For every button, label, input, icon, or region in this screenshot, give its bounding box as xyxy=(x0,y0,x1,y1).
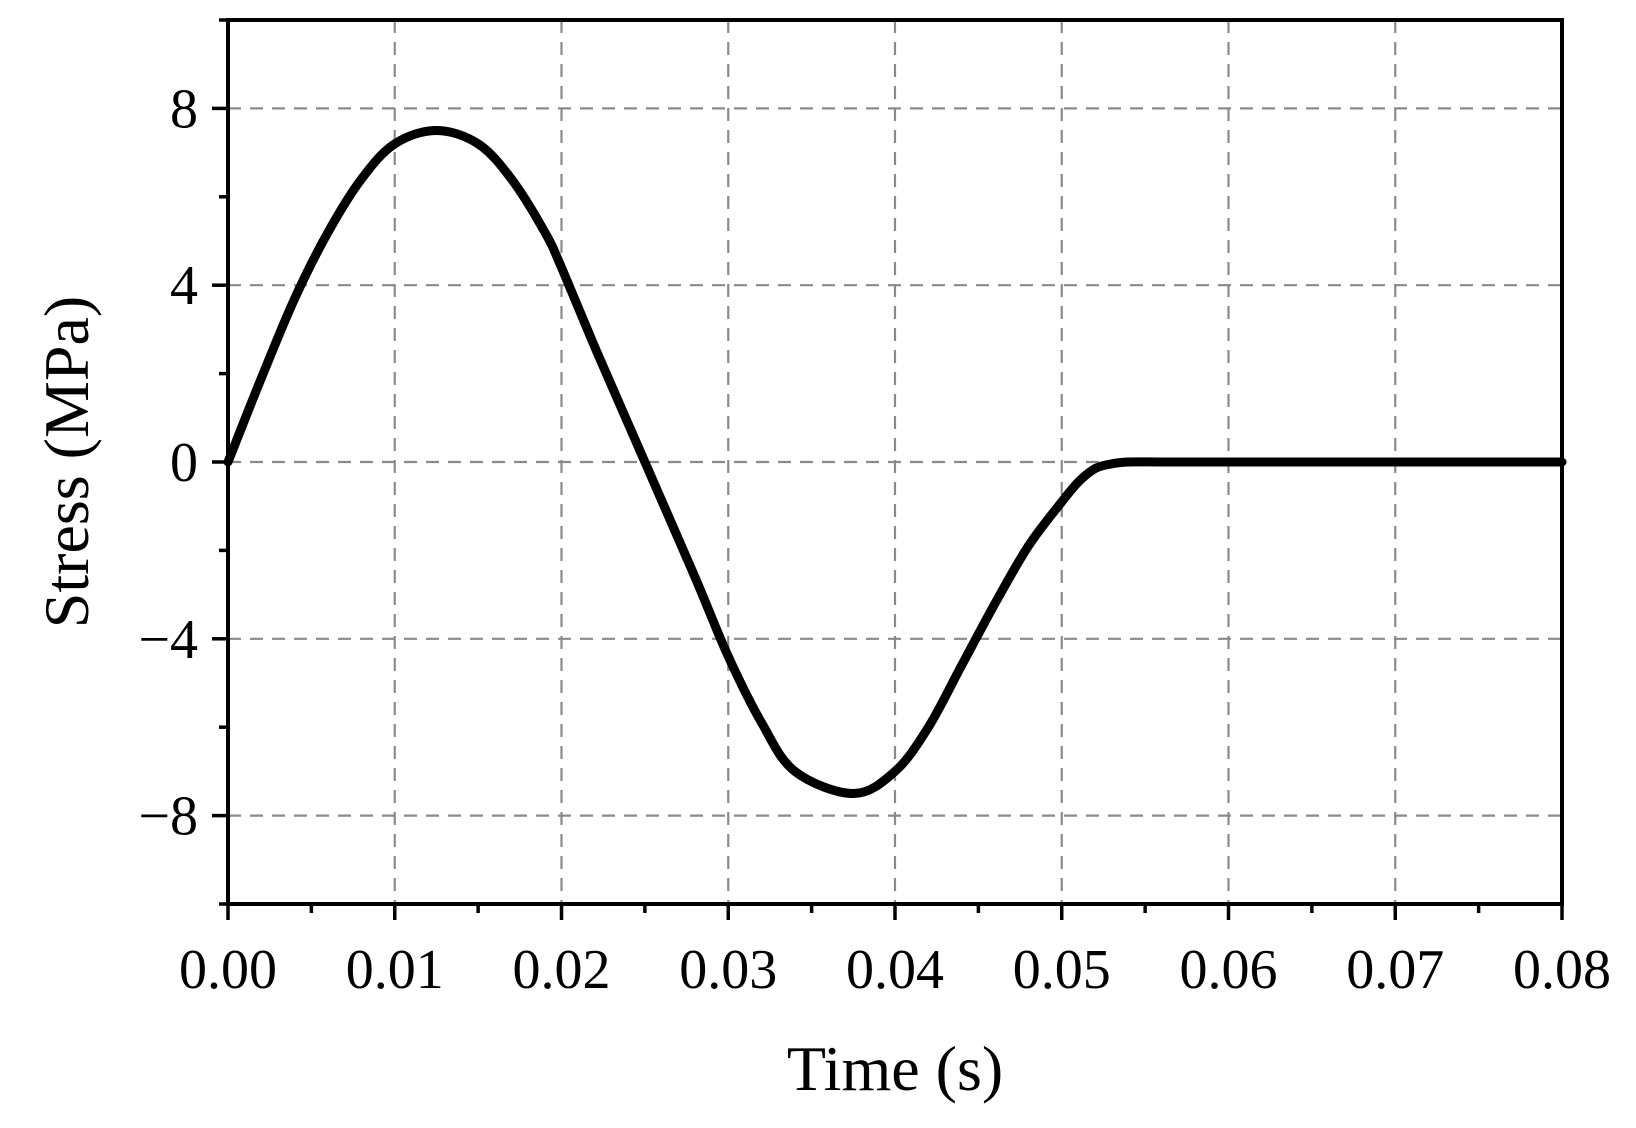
x-tick-labels: 0.00 0.01 0.02 0.03 0.04 0.05 0.06 0.07 0.08 xyxy=(179,939,1611,1001)
y-tick-label: 8 xyxy=(170,78,198,140)
x-tick-label: 0.06 xyxy=(1180,939,1278,1001)
x-tick-label: 0.02 xyxy=(513,939,611,1001)
x-tick-label: 0.00 xyxy=(179,939,277,1001)
x-tick-label: 0.01 xyxy=(346,939,444,1001)
y-tick-labels: 8 4 0 −4 −8 xyxy=(138,78,198,847)
y-tick-label: −4 xyxy=(138,609,198,671)
x-tick-label: 0.04 xyxy=(846,939,944,1001)
x-axis-title: Time (s) xyxy=(787,1033,1003,1104)
series-line-stress xyxy=(223,126,1567,798)
y-tick-label: 4 xyxy=(170,255,198,317)
y-axis-title: Stress (MPa) xyxy=(31,296,102,628)
x-tick-label: 0.05 xyxy=(1013,939,1111,1001)
x-tick-label: 0.03 xyxy=(679,939,777,1001)
tick-marks xyxy=(212,18,1564,920)
x-tick-label: 0.08 xyxy=(1513,939,1611,1001)
x-tick-label: 0.07 xyxy=(1346,939,1444,1001)
y-tick-label: −8 xyxy=(138,786,198,848)
y-tick-label: 0 xyxy=(170,432,198,494)
